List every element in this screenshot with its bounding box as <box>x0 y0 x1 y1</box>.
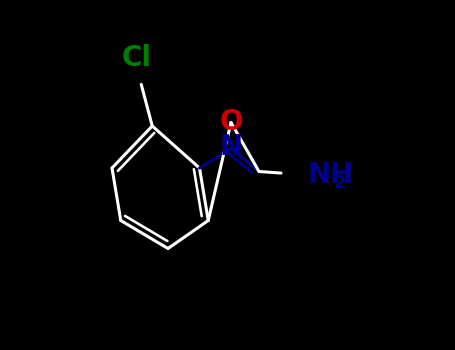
Text: Cl: Cl <box>121 44 152 72</box>
Text: O: O <box>220 108 243 136</box>
Text: 2: 2 <box>333 174 346 192</box>
Text: N: N <box>219 133 243 161</box>
Text: NH: NH <box>308 161 354 189</box>
